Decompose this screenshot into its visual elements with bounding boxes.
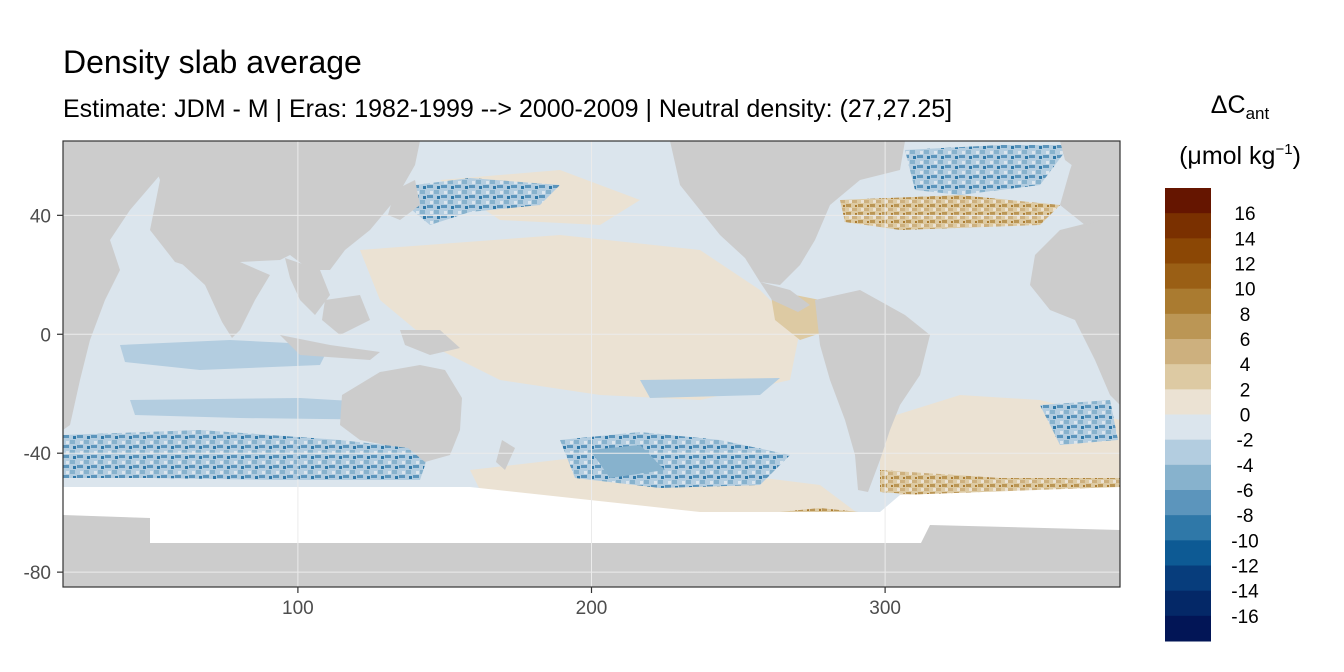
legend-labels: 16 14 12 10 8 6 4 2 0 -2 -4 -6 -8 -10 -12 -14 -16 [1231,204,1259,628]
land-masses [63,141,1120,587]
legend-colorbar [1165,188,1211,642]
legend-label: 0 [1240,406,1251,427]
x-tick-label: 200 [576,598,608,619]
legend-color-step [1165,313,1211,340]
legend-title: ΔCant [1211,91,1270,123]
legend-color-step [1165,540,1211,566]
legend-label: -2 [1237,431,1254,452]
y-axis: 40 0 -40 -80 [24,206,63,584]
legend-color-step [1165,565,1211,592]
legend-label: 4 [1240,355,1251,376]
legend-label: 14 [1234,229,1256,250]
legend-color-step [1165,238,1211,264]
legend-label: -12 [1231,557,1258,578]
legend-label: -16 [1231,607,1258,628]
chart-subtitle: Estimate: JDM - M | Eras: 1982-1999 --> … [63,95,952,123]
legend-label: -6 [1237,481,1254,502]
grid-lines [63,141,1120,587]
legend-color-step [1165,213,1211,239]
legend-color-step [1165,389,1211,415]
legend-label: 12 [1234,255,1255,276]
legend-label: 10 [1234,280,1255,301]
x-tick-label: 300 [869,598,901,619]
map-panel [63,141,1120,587]
legend-color-step [1165,490,1211,516]
legend-label: -4 [1237,456,1254,477]
legend-color-step [1165,188,1211,214]
legend-color-step [1165,439,1211,466]
y-tick-label: -40 [24,444,51,465]
legend-label: 6 [1240,330,1251,351]
legend-color-step [1165,615,1211,642]
y-tick-label: 40 [30,206,51,227]
legend-label: 8 [1240,305,1251,326]
legend-color-step [1165,414,1211,441]
legend-color-step [1165,364,1211,390]
x-axis: 100 200 300 [282,587,901,619]
legend-label: 16 [1234,204,1255,225]
legend-color-step [1165,515,1211,541]
legend-label: 2 [1240,380,1251,401]
legend-label: -8 [1237,506,1254,527]
legend-color-step [1165,590,1211,617]
x-tick-label: 100 [282,598,314,619]
legend-color-step [1165,464,1211,491]
chart-title: Density slab average [63,44,362,80]
legend-label: -10 [1231,531,1258,552]
legend: ΔCant (μmol kg−1) 16 14 12 10 8 6 4 2 0 -2 -4 -6 -8 -… [1165,91,1301,642]
legend-color-step [1165,263,1211,290]
legend-label: -14 [1231,582,1259,603]
y-tick-label: 0 [40,325,51,346]
legend-unit: (μmol kg−1) [1179,141,1301,170]
legend-color-step [1165,339,1211,365]
legend-color-step [1165,288,1211,315]
y-tick-label: -80 [24,563,51,584]
